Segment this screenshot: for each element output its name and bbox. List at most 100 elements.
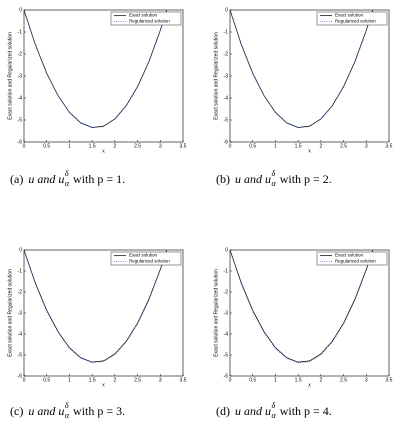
x-tick-label: 1.5 bbox=[295, 377, 302, 383]
subplot: 0 0.5 1 1.5 2 2.5 3 3.5 0 -1 -2 -3 -4 -5 -6 x Exact solu… bbox=[7, 247, 186, 420]
x-tick-label: 0 bbox=[229, 143, 232, 149]
x-tick-label: 0 bbox=[23, 143, 26, 149]
y-tick-label: -5 bbox=[18, 117, 23, 123]
legend-label: Exact solution bbox=[335, 253, 364, 258]
x-tick-label: 1 bbox=[274, 143, 277, 149]
caption-label: (b) bbox=[216, 172, 230, 186]
caption-main: u and u bbox=[235, 172, 271, 186]
caption-sup: δ bbox=[272, 401, 276, 410]
legend-box bbox=[316, 11, 388, 26]
x-tick-label: 1 bbox=[68, 143, 71, 149]
y-axis-label: Exact solution and Regularized solution bbox=[7, 269, 13, 357]
caption-sub: α bbox=[272, 179, 277, 188]
x-tick-label: 0.5 bbox=[249, 377, 256, 383]
x-tick-label: 3 bbox=[365, 143, 368, 149]
series-line bbox=[23, 9, 167, 128]
subplot: 0 0.5 1 1.5 2 2.5 3 3.5 0 -1 -2 -3 -4 -5 -6 x Exact solu… bbox=[213, 7, 392, 188]
x-tick-label: 0 bbox=[23, 377, 26, 383]
caption-sup: δ bbox=[65, 401, 69, 410]
axes-frame bbox=[23, 249, 184, 377]
y-tick-label: -3 bbox=[224, 73, 229, 79]
x-tick-label: 3.5 bbox=[180, 377, 187, 383]
y-tick-label: -1 bbox=[18, 29, 23, 35]
x-tick-label: 1.5 bbox=[295, 143, 302, 149]
series-line bbox=[229, 9, 373, 128]
axes-frame bbox=[23, 9, 184, 143]
x-tick-label: 3 bbox=[159, 143, 162, 149]
caption-label: (a) bbox=[10, 172, 23, 186]
y-axis-label: Exact solution and Regularized solution bbox=[213, 32, 219, 120]
legend-label: Regularized solution bbox=[335, 19, 376, 24]
y-tick-label: -6 bbox=[224, 139, 229, 145]
caption-sub: α bbox=[65, 179, 70, 188]
y-tick-label: -5 bbox=[224, 352, 229, 358]
x-tick-label: 3.5 bbox=[386, 143, 393, 149]
legend-label: Regularized solution bbox=[129, 19, 170, 24]
subplot: 0 0.5 1 1.5 2 2.5 3 3.5 0 -1 -2 -3 -4 -5 -6 x Exact solu… bbox=[7, 7, 186, 188]
y-tick-label: -4 bbox=[224, 331, 229, 337]
y-tick-label: -3 bbox=[224, 310, 229, 316]
y-tick-label: 0 bbox=[19, 7, 22, 13]
y-tick-label: -6 bbox=[18, 139, 23, 145]
x-tick-label: 2 bbox=[319, 143, 322, 149]
legend-box bbox=[110, 11, 182, 26]
y-tick-label: 0 bbox=[225, 247, 228, 253]
axes-frame bbox=[229, 9, 390, 143]
y-axis-label: Exact solution and Regularized solution bbox=[213, 269, 219, 357]
x-tick-label: 1 bbox=[68, 377, 71, 383]
y-tick-label: -1 bbox=[18, 268, 23, 274]
x-tick-label: 3.5 bbox=[180, 143, 187, 149]
caption-sub: α bbox=[65, 411, 70, 420]
y-tick-label: -1 bbox=[224, 268, 229, 274]
caption-sub: α bbox=[272, 411, 277, 420]
caption-main: u and u bbox=[235, 404, 271, 418]
y-tick-label: -4 bbox=[18, 331, 23, 337]
y-tick-label: -4 bbox=[18, 95, 23, 101]
x-tick-label: 2.5 bbox=[134, 143, 141, 149]
x-axis-label: x bbox=[102, 382, 105, 388]
y-tick-label: 0 bbox=[225, 7, 228, 13]
y-tick-label: -6 bbox=[18, 373, 23, 379]
caption-label: (c) bbox=[10, 404, 23, 418]
x-axis-label: x bbox=[308, 382, 311, 388]
caption-rest: with p = 1. bbox=[73, 172, 125, 186]
x-tick-label: 2.5 bbox=[134, 377, 141, 383]
series-line bbox=[23, 249, 167, 363]
x-tick-label: 1.5 bbox=[89, 143, 96, 149]
caption-main: u and u bbox=[28, 404, 64, 418]
caption-rest: with p = 3. bbox=[73, 404, 125, 418]
y-tick-label: -2 bbox=[224, 289, 229, 295]
x-tick-label: 0.5 bbox=[43, 143, 50, 149]
x-tick-label: 0.5 bbox=[43, 377, 50, 383]
caption-rest: with p = 4. bbox=[280, 404, 332, 418]
x-tick-label: 2 bbox=[319, 377, 322, 383]
x-tick-label: 2.5 bbox=[340, 143, 347, 149]
x-tick-label: 1 bbox=[274, 377, 277, 383]
x-tick-label: 0.5 bbox=[249, 143, 256, 149]
caption-sup: δ bbox=[272, 169, 276, 178]
caption-main: u and u bbox=[28, 172, 64, 186]
x-axis-label: x bbox=[102, 148, 105, 154]
x-tick-label: 3 bbox=[159, 377, 162, 383]
axes-frame bbox=[229, 249, 390, 377]
legend-label: Exact solution bbox=[335, 13, 364, 18]
legend-box bbox=[316, 251, 388, 266]
y-axis-label: Exact solution and Regularized solution bbox=[7, 32, 13, 120]
y-tick-label: 0 bbox=[19, 247, 22, 253]
caption-label: (d) bbox=[216, 404, 230, 418]
y-tick-label: -2 bbox=[18, 289, 23, 295]
subplot: 0 0.5 1 1.5 2 2.5 3 3.5 0 -1 -2 -3 -4 -5 -6 x Exact solu… bbox=[213, 247, 392, 420]
y-tick-label: -6 bbox=[224, 373, 229, 379]
y-tick-label: -3 bbox=[18, 73, 23, 79]
legend-label: Exact solution bbox=[129, 13, 158, 18]
x-tick-label: 3.5 bbox=[386, 377, 393, 383]
caption-rest: with p = 2. bbox=[280, 172, 332, 186]
y-tick-label: -4 bbox=[224, 95, 229, 101]
legend-box bbox=[110, 251, 182, 266]
x-tick-label: 2 bbox=[113, 377, 116, 383]
legend-label: Exact solution bbox=[129, 253, 158, 258]
y-tick-label: -5 bbox=[18, 352, 23, 358]
x-tick-label: 0 bbox=[229, 377, 232, 383]
y-tick-label: -5 bbox=[224, 117, 229, 123]
